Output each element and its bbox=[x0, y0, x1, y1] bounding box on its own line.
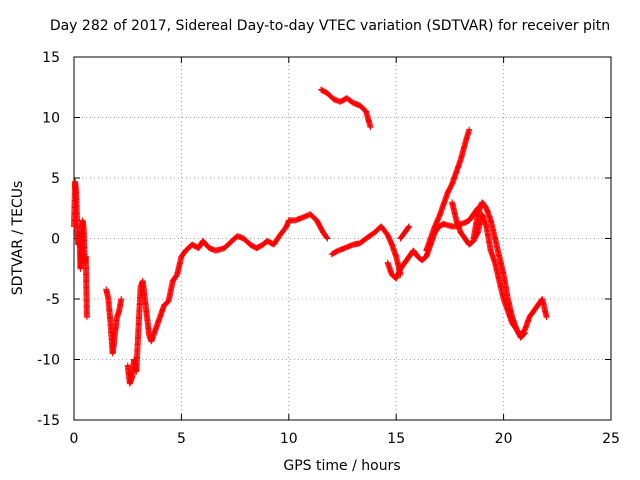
y-tick-label: 5 bbox=[51, 171, 60, 187]
x-tick-label: 15 bbox=[387, 431, 405, 447]
data-point bbox=[118, 296, 125, 302]
data-point bbox=[83, 314, 90, 321]
y-tick-label: -15 bbox=[37, 413, 60, 429]
y-tick-label: 0 bbox=[51, 232, 60, 248]
x-tick-label: 10 bbox=[280, 431, 298, 447]
x-axis-label: GPS time / hours bbox=[283, 458, 400, 474]
axis-ticks: 0 5 10 15 20 25 -15 -10 -5 0 5 10 15 bbox=[37, 50, 620, 447]
data-series-11 bbox=[470, 199, 529, 341]
data-point bbox=[323, 234, 330, 241]
x-tick-label: 20 bbox=[495, 431, 513, 447]
data-point bbox=[522, 329, 529, 336]
data-series-9 bbox=[423, 126, 473, 254]
grid-lines bbox=[74, 57, 611, 420]
data-point bbox=[324, 235, 331, 242]
data-series-4 bbox=[152, 211, 331, 333]
y-axis-label: SDTVAR / TECUs bbox=[10, 181, 26, 296]
data-series-2 bbox=[103, 286, 125, 357]
data-series-8 bbox=[397, 223, 413, 242]
x-tick-label: 0 bbox=[70, 431, 79, 447]
data-point bbox=[521, 330, 528, 337]
y-tick-label: -10 bbox=[37, 353, 60, 369]
data-point bbox=[466, 126, 473, 133]
data-point bbox=[367, 124, 374, 131]
x-tick-label: 25 bbox=[602, 431, 620, 447]
data-points bbox=[71, 86, 550, 387]
data-point bbox=[543, 314, 550, 321]
x-tick-label: 5 bbox=[177, 431, 186, 447]
y-tick-label: -5 bbox=[46, 292, 60, 308]
y-tick-label: 15 bbox=[42, 50, 60, 66]
y-tick-label: 10 bbox=[42, 111, 60, 127]
data-series-1 bbox=[71, 178, 90, 321]
data-point bbox=[405, 224, 412, 231]
data-point bbox=[406, 223, 413, 230]
data-series-5 bbox=[318, 86, 374, 131]
chart-title: Day 282 of 2017, Sidereal Day-to-day VTE… bbox=[50, 18, 610, 34]
